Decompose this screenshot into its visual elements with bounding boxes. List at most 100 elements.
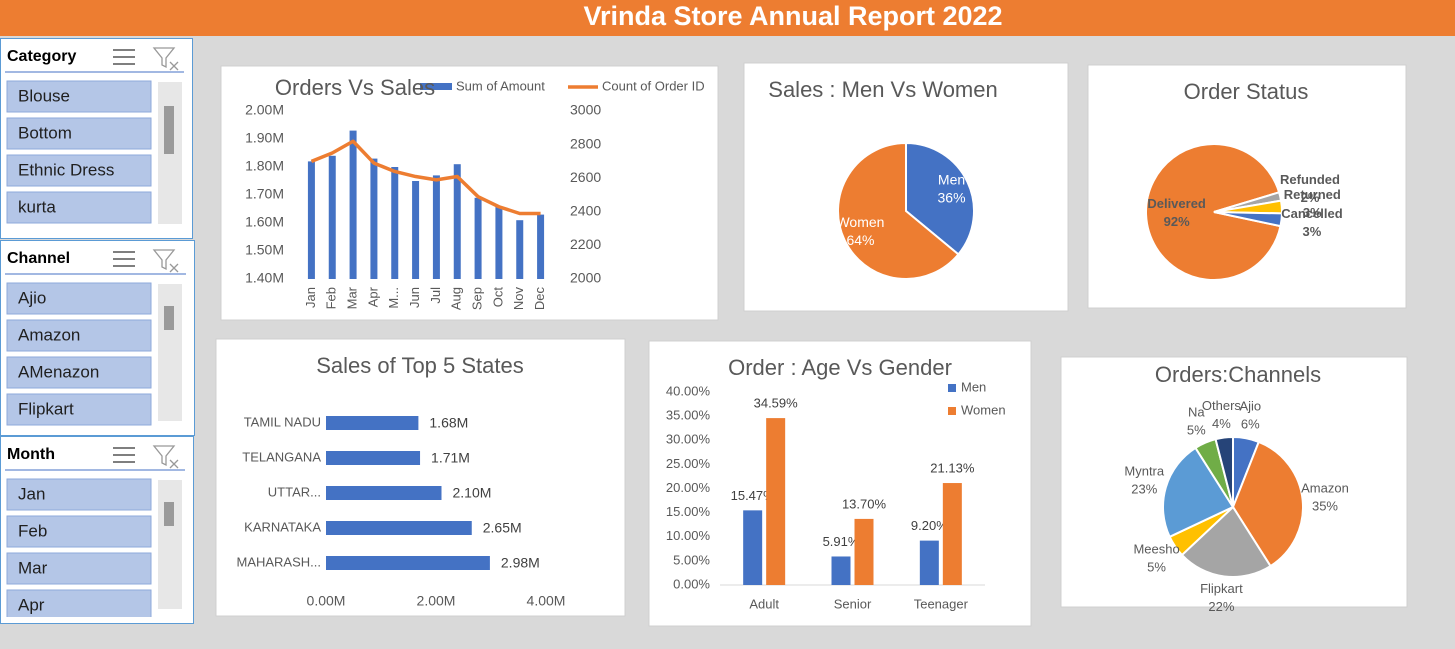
scrollbar[interactable] [158,284,182,421]
bar [537,214,545,279]
x-tick-label: Feb [324,287,339,309]
slicer-item-label: Apr [18,595,45,614]
scroll-thumb[interactable] [164,502,174,526]
chart: 0.00M 2.00M 4.00M TAMIL NADU 1.68M TELANGANA 1… [215,338,626,617]
x-tick-label: Nov [511,287,526,311]
slicer-item[interactable] [6,117,152,150]
multi-select-icon[interactable] [113,251,135,267]
y-tick-label: 2.00M [245,102,284,118]
y-tick-label: 20.00% [666,480,711,495]
slicer-item[interactable] [6,589,152,621]
bar [831,556,851,585]
bar [307,161,315,279]
slicer-item[interactable] [6,478,152,511]
bar [743,510,763,585]
y-tick-label: 10.00% [666,528,711,543]
value-label: 21.13% [930,460,975,475]
chart: Men 36% Women 64% Sales : Men Vs Women [743,62,1069,312]
pie-slice [1214,435,1234,508]
multi-select-icon[interactable] [113,49,135,65]
y-tick-label: 30.00% [666,432,711,447]
multi-select-icon[interactable] [113,447,135,463]
legend-swatch [420,83,452,90]
value-label: 15.47% [731,488,776,503]
pie-slice [1145,143,1282,281]
y-tick-label: 35.00% [666,408,711,423]
y2-tick-label: 3000 [570,102,601,118]
pie-category-label: Flipkart [1200,581,1243,596]
legend-label: Sum of Amount [456,78,545,93]
y-tick-label: 25.00% [666,456,711,471]
y2-tick-label: 2400 [570,203,601,219]
slicer-item[interactable] [6,356,152,389]
y-tick-label: TAMIL NADU [244,414,321,429]
chart-title: Sales of Top 5 States [316,353,524,378]
x-tick-label: 0.00M [307,593,346,609]
x-tick-label: Adult [749,596,779,611]
pie-category-label: Myntra [1124,464,1165,479]
pie-value-label: 3% [1303,205,1322,220]
slicer-item[interactable] [6,515,152,548]
scroll-thumb[interactable] [164,106,174,154]
y-tick-label: TELANGANA [242,449,321,464]
slicer-title: Month [7,446,55,463]
y-tick-label: MAHARASH... [236,554,321,569]
pie-category-label: Meesho [1133,541,1179,556]
scroll-thumb[interactable] [164,306,174,330]
x-tick-label: Jan [303,287,318,308]
x-tick-label: M... [386,287,401,309]
slicer-item-label: Amazon [18,325,80,344]
clear-filter-icon[interactable] [152,445,179,469]
pie-category-label: Cancelled [1281,206,1342,221]
slicer-item[interactable] [6,319,152,352]
legend-swatch [948,384,956,392]
slicer-item[interactable] [6,393,152,426]
x-tick-label: Jul [428,287,443,304]
slicer-item[interactable] [6,154,152,187]
value-label: 1.71M [431,450,470,466]
slicer-item[interactable] [6,191,152,224]
value-label: 2.98M [501,555,540,571]
scrollbar[interactable] [158,480,182,609]
bar [766,418,786,585]
pie-value-label: 4% [1212,416,1231,431]
pie-category-label: Men [938,171,965,187]
y-tick-label: 1.60M [245,214,284,230]
value-label: 1.68M [429,415,468,431]
slicer-title: Category [7,48,76,65]
chart-panel [215,338,626,617]
pie-category-label: Returned [1284,187,1341,202]
pie-slice [837,141,960,280]
y-tick-label: 1.40M [245,270,284,286]
slicer-item-label: Ajio [18,288,46,307]
slicer-item-label: Feb [18,521,47,540]
y2-tick-label: 2600 [570,169,601,185]
y-tick-label: KARNATAKA [244,519,321,534]
x-tick-label: Mar [345,286,360,309]
slicer-item[interactable] [6,80,152,113]
slicer-item[interactable] [6,282,152,315]
clear-filter-icon[interactable] [152,47,179,71]
clear-filter-icon[interactable] [152,249,179,273]
x-tick-label: Senior [834,596,872,611]
chart-title: Order Status [1184,79,1309,104]
value-label: 2.65M [483,520,522,536]
line [310,139,541,216]
bar [328,155,336,279]
slicer-items: Jan Feb Mar Apr [6,478,152,621]
slicer-item[interactable] [6,552,152,585]
slicer: Category Blouse Bottom Ethnic Dress kurta [0,38,193,239]
pie-category-label: Women [836,214,884,230]
pie-value-label: 3% [1303,224,1322,239]
legend-label: Women [961,402,1006,417]
slicer-item-label: AMenazon [18,362,99,381]
pie-value-label: 64% [846,232,874,248]
value-label: 34.59% [754,396,799,411]
pie-category-label: Amazon [1301,481,1349,496]
bar [326,521,472,535]
bar [391,167,399,279]
y2-tick-label: 2000 [570,270,601,286]
pie-slice [905,141,975,256]
